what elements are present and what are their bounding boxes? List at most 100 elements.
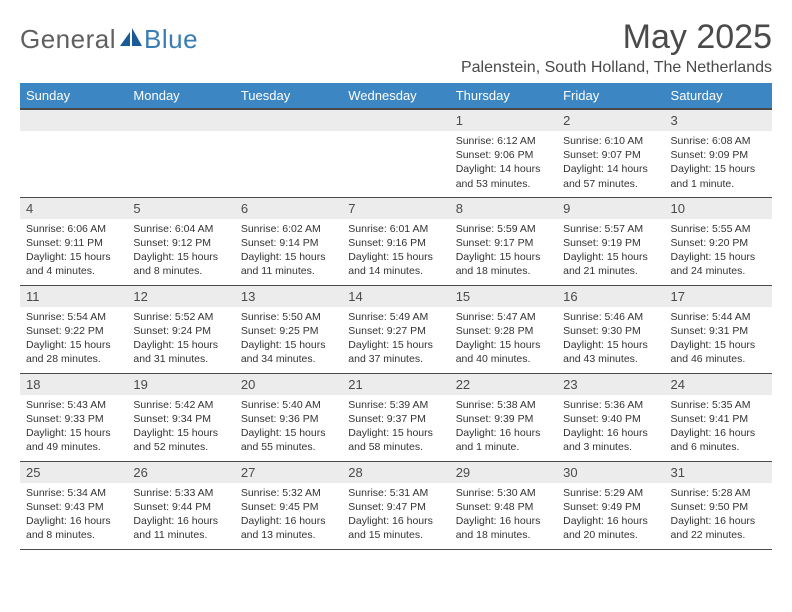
day-detail-line: Daylight: 15 hours bbox=[456, 250, 551, 264]
day-details: Sunrise: 5:33 AMSunset: 9:44 PMDaylight:… bbox=[127, 483, 234, 547]
day-number: 17 bbox=[665, 286, 772, 307]
calendar-day-cell: 24Sunrise: 5:35 AMSunset: 9:41 PMDayligh… bbox=[665, 373, 772, 461]
day-detail-line: Sunrise: 5:39 AM bbox=[348, 398, 443, 412]
day-detail-line: Daylight: 15 hours bbox=[133, 426, 228, 440]
day-detail-line: Sunset: 9:44 PM bbox=[133, 500, 228, 514]
calendar-table: Sunday Monday Tuesday Wednesday Thursday… bbox=[20, 83, 772, 550]
day-details: Sunrise: 5:30 AMSunset: 9:48 PMDaylight:… bbox=[450, 483, 557, 547]
calendar-day-cell: 31Sunrise: 5:28 AMSunset: 9:50 PMDayligh… bbox=[665, 461, 772, 549]
day-detail-line: Sunrise: 5:44 AM bbox=[671, 310, 766, 324]
day-number: 9 bbox=[557, 198, 664, 219]
day-detail-line: and 28 minutes. bbox=[26, 352, 121, 366]
day-details: Sunrise: 5:49 AMSunset: 9:27 PMDaylight:… bbox=[342, 307, 449, 371]
day-details: Sunrise: 5:35 AMSunset: 9:41 PMDaylight:… bbox=[665, 395, 772, 459]
day-number bbox=[20, 110, 127, 131]
day-number: 19 bbox=[127, 374, 234, 395]
day-detail-line: and 6 minutes. bbox=[671, 440, 766, 454]
day-details: Sunrise: 6:10 AMSunset: 9:07 PMDaylight:… bbox=[557, 131, 664, 195]
day-number: 12 bbox=[127, 286, 234, 307]
day-detail-line: Sunset: 9:28 PM bbox=[456, 324, 551, 338]
day-detail-line: Sunset: 9:27 PM bbox=[348, 324, 443, 338]
day-detail-line: Sunset: 9:16 PM bbox=[348, 236, 443, 250]
day-number: 10 bbox=[665, 198, 772, 219]
calendar-day-cell bbox=[235, 109, 342, 197]
day-detail-line: Sunset: 9:25 PM bbox=[241, 324, 336, 338]
calendar-day-cell: 15Sunrise: 5:47 AMSunset: 9:28 PMDayligh… bbox=[450, 285, 557, 373]
day-details: Sunrise: 5:57 AMSunset: 9:19 PMDaylight:… bbox=[557, 219, 664, 283]
calendar-day-cell: 5Sunrise: 6:04 AMSunset: 9:12 PMDaylight… bbox=[127, 197, 234, 285]
day-details: Sunrise: 5:50 AMSunset: 9:25 PMDaylight:… bbox=[235, 307, 342, 371]
page-header: General Blue May 2025 Palenstein, South … bbox=[20, 18, 772, 77]
calendar-day-cell bbox=[20, 109, 127, 197]
day-number: 27 bbox=[235, 462, 342, 483]
brand-sail-icon bbox=[120, 28, 142, 51]
calendar-day-cell: 14Sunrise: 5:49 AMSunset: 9:27 PMDayligh… bbox=[342, 285, 449, 373]
day-detail-line: Sunset: 9:47 PM bbox=[348, 500, 443, 514]
brand-text-blue: Blue bbox=[144, 24, 198, 55]
day-number: 1 bbox=[450, 110, 557, 131]
calendar-day-cell: 12Sunrise: 5:52 AMSunset: 9:24 PMDayligh… bbox=[127, 285, 234, 373]
calendar-day-cell: 11Sunrise: 5:54 AMSunset: 9:22 PMDayligh… bbox=[20, 285, 127, 373]
calendar-week-row: 1Sunrise: 6:12 AMSunset: 9:06 PMDaylight… bbox=[20, 109, 772, 197]
day-detail-line: Sunrise: 5:40 AM bbox=[241, 398, 336, 412]
day-details: Sunrise: 5:47 AMSunset: 9:28 PMDaylight:… bbox=[450, 307, 557, 371]
day-detail-line: Sunrise: 5:59 AM bbox=[456, 222, 551, 236]
day-details: Sunrise: 5:28 AMSunset: 9:50 PMDaylight:… bbox=[665, 483, 772, 547]
day-number bbox=[127, 110, 234, 131]
day-number bbox=[342, 110, 449, 131]
day-detail-line: Daylight: 16 hours bbox=[671, 514, 766, 528]
day-details: Sunrise: 5:46 AMSunset: 9:30 PMDaylight:… bbox=[557, 307, 664, 371]
day-detail-line: Sunset: 9:39 PM bbox=[456, 412, 551, 426]
day-detail-line: Sunset: 9:14 PM bbox=[241, 236, 336, 250]
day-detail-line: and 43 minutes. bbox=[563, 352, 658, 366]
day-number: 11 bbox=[20, 286, 127, 307]
day-detail-line: and 3 minutes. bbox=[563, 440, 658, 454]
day-number: 2 bbox=[557, 110, 664, 131]
day-detail-line: and 14 minutes. bbox=[348, 264, 443, 278]
day-detail-line: Daylight: 15 hours bbox=[563, 250, 658, 264]
day-detail-line: Sunrise: 5:35 AM bbox=[671, 398, 766, 412]
day-details: Sunrise: 5:32 AMSunset: 9:45 PMDaylight:… bbox=[235, 483, 342, 547]
calendar-day-cell: 30Sunrise: 5:29 AMSunset: 9:49 PMDayligh… bbox=[557, 461, 664, 549]
day-detail-line: Daylight: 15 hours bbox=[133, 338, 228, 352]
day-detail-line: Daylight: 15 hours bbox=[671, 162, 766, 176]
day-number: 21 bbox=[342, 374, 449, 395]
day-detail-line: and 11 minutes. bbox=[133, 528, 228, 542]
calendar-day-cell: 29Sunrise: 5:30 AMSunset: 9:48 PMDayligh… bbox=[450, 461, 557, 549]
weekday-header: Tuesday bbox=[235, 83, 342, 109]
day-number: 4 bbox=[20, 198, 127, 219]
calendar-day-cell: 9Sunrise: 5:57 AMSunset: 9:19 PMDaylight… bbox=[557, 197, 664, 285]
calendar-week-row: 11Sunrise: 5:54 AMSunset: 9:22 PMDayligh… bbox=[20, 285, 772, 373]
day-detail-line: Sunrise: 6:02 AM bbox=[241, 222, 336, 236]
day-detail-line: Sunset: 9:24 PM bbox=[133, 324, 228, 338]
calendar-day-cell: 25Sunrise: 5:34 AMSunset: 9:43 PMDayligh… bbox=[20, 461, 127, 549]
day-details: Sunrise: 6:02 AMSunset: 9:14 PMDaylight:… bbox=[235, 219, 342, 283]
day-detail-line: Daylight: 15 hours bbox=[241, 250, 336, 264]
day-details: Sunrise: 5:55 AMSunset: 9:20 PMDaylight:… bbox=[665, 219, 772, 283]
calendar-day-cell: 3Sunrise: 6:08 AMSunset: 9:09 PMDaylight… bbox=[665, 109, 772, 197]
day-detail-line: Daylight: 16 hours bbox=[456, 426, 551, 440]
day-details bbox=[342, 131, 449, 138]
day-number: 25 bbox=[20, 462, 127, 483]
day-detail-line: Sunrise: 6:10 AM bbox=[563, 134, 658, 148]
day-detail-line: and 18 minutes. bbox=[456, 528, 551, 542]
day-detail-line: Daylight: 15 hours bbox=[241, 338, 336, 352]
day-detail-line: Daylight: 16 hours bbox=[456, 514, 551, 528]
day-detail-line: Daylight: 16 hours bbox=[241, 514, 336, 528]
day-detail-line: and 34 minutes. bbox=[241, 352, 336, 366]
day-detail-line: Daylight: 15 hours bbox=[26, 338, 121, 352]
day-detail-line: Daylight: 14 hours bbox=[456, 162, 551, 176]
day-details: Sunrise: 5:40 AMSunset: 9:36 PMDaylight:… bbox=[235, 395, 342, 459]
day-detail-line: Sunrise: 6:08 AM bbox=[671, 134, 766, 148]
day-number: 31 bbox=[665, 462, 772, 483]
day-detail-line: Sunrise: 5:46 AM bbox=[563, 310, 658, 324]
day-detail-line: Sunset: 9:37 PM bbox=[348, 412, 443, 426]
day-detail-line: Sunrise: 5:29 AM bbox=[563, 486, 658, 500]
day-number: 3 bbox=[665, 110, 772, 131]
day-details: Sunrise: 5:34 AMSunset: 9:43 PMDaylight:… bbox=[20, 483, 127, 547]
day-number: 7 bbox=[342, 198, 449, 219]
day-detail-line: Sunset: 9:43 PM bbox=[26, 500, 121, 514]
day-details: Sunrise: 6:08 AMSunset: 9:09 PMDaylight:… bbox=[665, 131, 772, 195]
day-detail-line: and 21 minutes. bbox=[563, 264, 658, 278]
day-detail-line: Daylight: 15 hours bbox=[348, 426, 443, 440]
